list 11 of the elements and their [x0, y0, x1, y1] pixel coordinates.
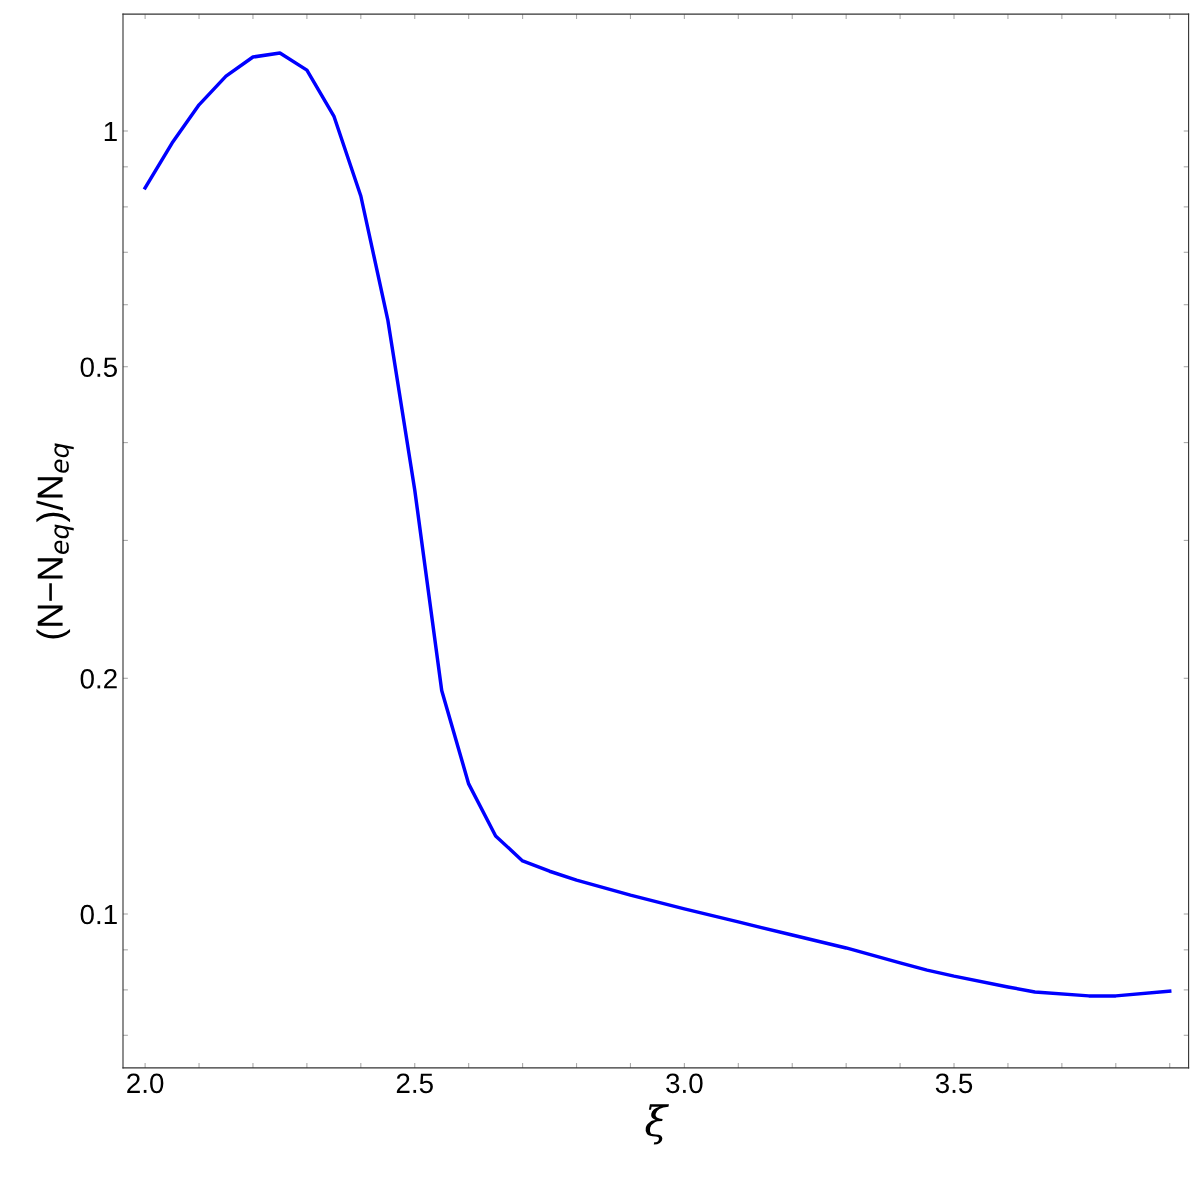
- y-tick-label: 0.1: [80, 904, 117, 925]
- y-tick-label: 1: [104, 121, 117, 142]
- line-series: [143, 51, 1172, 998]
- x-tick-label: 2.0: [127, 1073, 164, 1094]
- x-axis-title: ξ: [645, 1104, 669, 1145]
- y-tick-label: 0.2: [80, 668, 117, 689]
- y-tick-label: 0.5: [80, 357, 117, 378]
- y-axis-title: (N−N$_{eq}$)/N$_{eq}$: [36, 443, 74, 639]
- x-tick-label: 3.0: [666, 1073, 703, 1094]
- x-tick-label: 2.5: [396, 1073, 433, 1094]
- x-tick-label: 3.5: [935, 1073, 973, 1094]
